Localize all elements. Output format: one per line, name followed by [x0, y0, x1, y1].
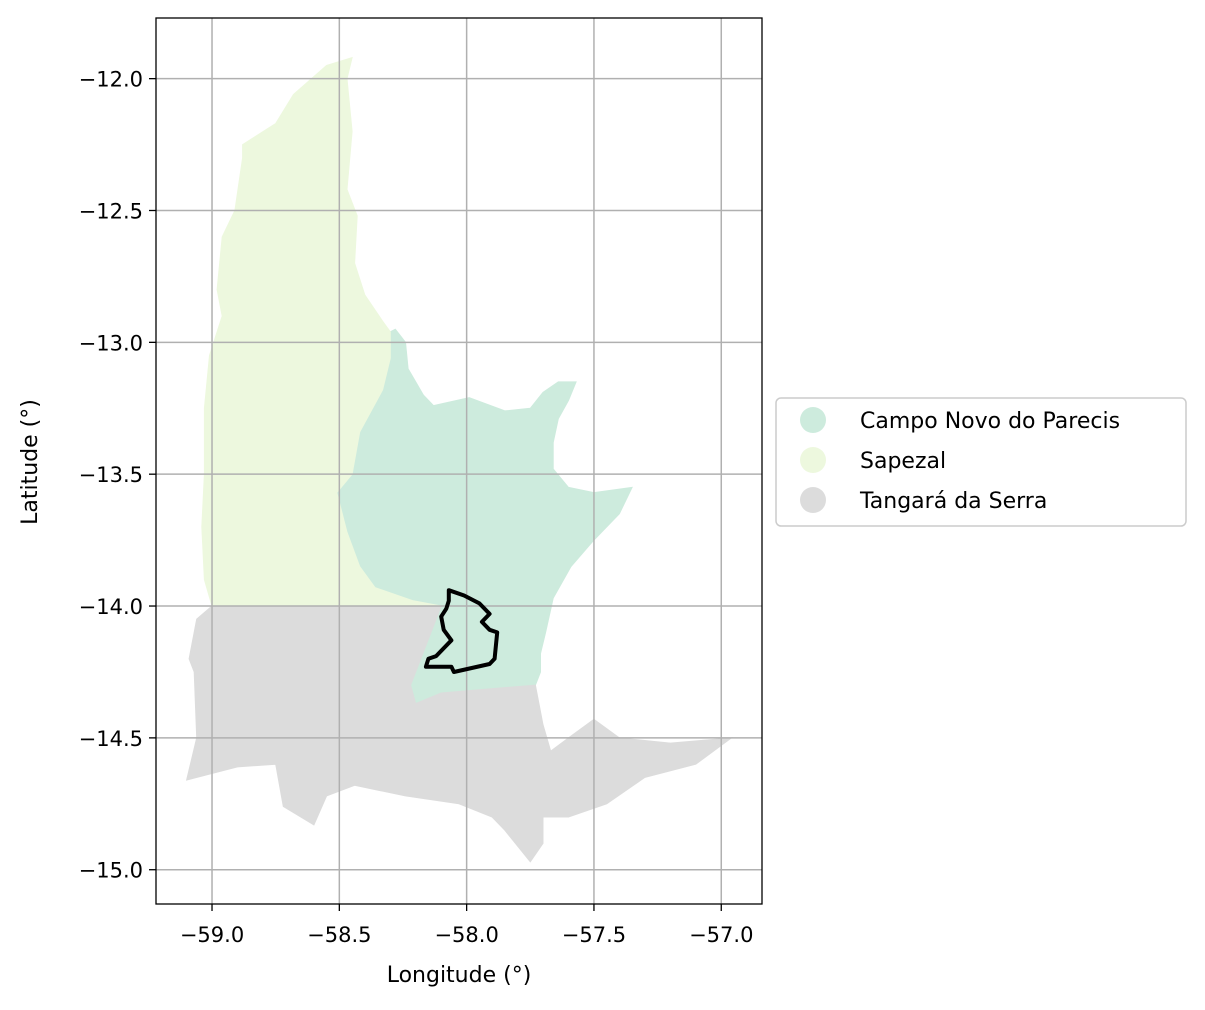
x-tick-label-3: −57.5	[562, 923, 626, 947]
y-tick-label-2: −13.0	[79, 331, 143, 355]
legend-label-tangara-da-serra: Tangará da Serra	[859, 489, 1047, 514]
legend-marker-tangara-da-serra	[800, 487, 826, 513]
x-axis-label: Longitude (°)	[387, 963, 532, 988]
x-tick-label-2: −58.0	[434, 923, 498, 947]
y-tick-label-0: −12.0	[79, 68, 143, 92]
y-tick-label-5: −14.5	[79, 727, 143, 751]
x-tick-label-0: −59.0	[180, 923, 244, 947]
legend-label-campo-novo-do-parecis: Campo Novo do Parecis	[860, 409, 1120, 434]
legend: Campo Novo do Parecis Sapezal Tangará da S…	[775, 397, 1187, 527]
region-sapezal	[201, 56, 442, 607]
axes-frame	[155, 17, 763, 905]
legend-frame	[775, 397, 1187, 527]
outline-layer	[423, 588, 500, 674]
y-axis-label: Latitude (°)	[18, 399, 43, 525]
regions-layer	[185, 56, 734, 863]
region-tangara-da-serra	[185, 605, 734, 863]
ticks-layer: −59.0 −58.5 −58.0 −57.5 −57.0 −12.0 −12.5 −13.0…	[79, 68, 754, 947]
highlight-boundary-outline	[423, 588, 500, 674]
x-tick-label-1: −58.5	[307, 923, 371, 947]
y-tick-label-4: −14.0	[79, 595, 143, 619]
grid-layer	[156, 18, 762, 904]
legend-marker-sapezal	[800, 447, 826, 473]
legend-label-sapezal: Sapezal	[860, 449, 946, 474]
y-tick-label-6: −15.0	[79, 859, 143, 883]
x-tick-label-4: −57.0	[689, 923, 753, 947]
legend-items: Campo Novo do Parecis Sapezal Tangará da S…	[800, 407, 1120, 514]
legend-marker-campo-novo-do-parecis	[800, 407, 826, 433]
y-tick-label-3: −13.5	[79, 463, 143, 487]
y-tick-label-1: −12.5	[79, 199, 143, 223]
